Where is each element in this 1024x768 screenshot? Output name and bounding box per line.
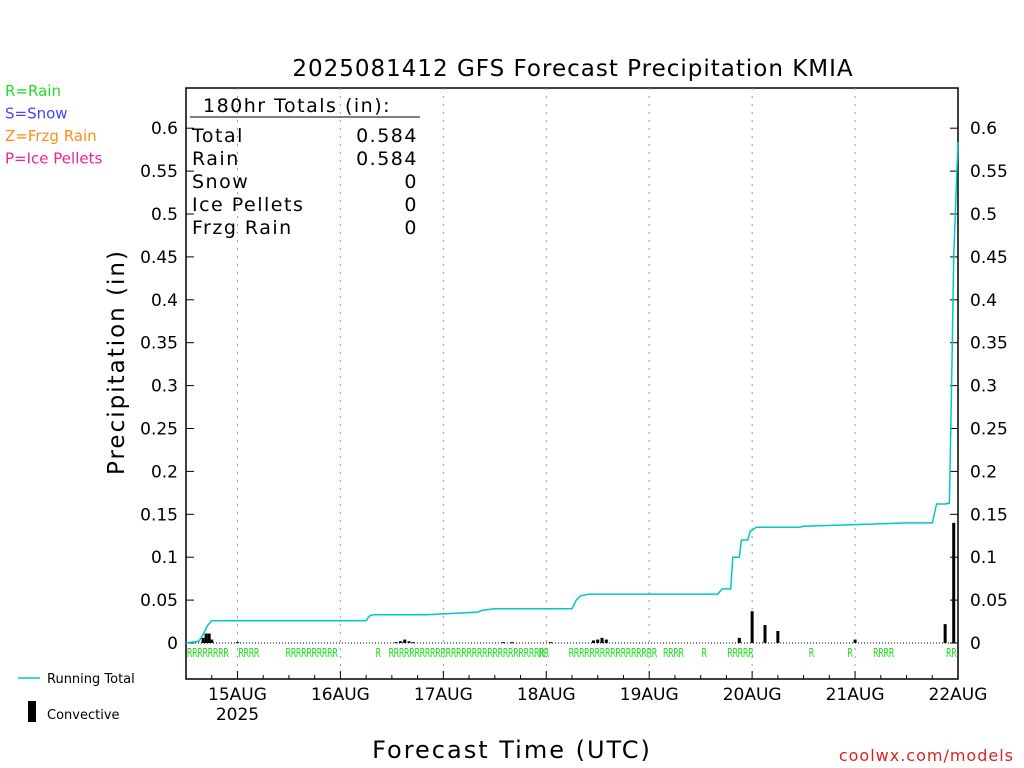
chart-title: 2025081412 GFS Forecast Precipitation KM…	[292, 56, 853, 82]
convective-legend-label: Convective	[47, 708, 120, 723]
y-tick-label-left: 0	[167, 634, 178, 654]
convective-bar	[853, 639, 857, 643]
running-total-legend-label: Running Total	[47, 672, 135, 687]
convective-bar	[604, 639, 608, 643]
y-tick-label-right: 0.55	[970, 162, 1008, 182]
convective-bar	[235, 642, 239, 644]
convective-bar	[943, 624, 947, 643]
y-tick-label-right: 0.45	[970, 248, 1008, 268]
y-tick-label-right: 0.25	[970, 420, 1008, 440]
y-tick-label-left: 0.6	[151, 119, 178, 139]
convective-bar	[600, 637, 604, 643]
x-tick-label: 15AUG	[208, 685, 267, 705]
y-tick-label-right: 0	[970, 634, 981, 654]
totals-row-label: Frzg Rain	[192, 217, 293, 239]
convective-bar	[210, 639, 214, 643]
y-tick-label-right: 0.4	[970, 291, 997, 311]
totals-row-value: 0	[404, 217, 418, 239]
y-tick-label-right: 0.1	[970, 548, 997, 568]
totals-row-value: 0	[404, 171, 418, 193]
totals-row-value: 0	[404, 194, 418, 216]
y-tick-label-right: 0.15	[970, 505, 1008, 525]
x-tick-label: 17AUG	[414, 685, 473, 705]
precip-type-marker: RRRR	[663, 646, 684, 660]
convective-bar	[776, 630, 780, 643]
convective-bar	[407, 641, 411, 643]
y-tick-label-right: 0.3	[970, 377, 997, 397]
precip-type-marker: R	[809, 646, 815, 660]
precip-type-marker: RRRR	[873, 646, 894, 660]
precip-type-marker: R	[376, 646, 382, 660]
convective-bar	[510, 642, 514, 644]
totals-row-label: Snow	[192, 171, 249, 193]
convective-bar	[207, 633, 211, 643]
precip-type-marker: RR	[539, 646, 550, 660]
y-tick-label-left: 0.35	[140, 334, 178, 354]
convective-legend-swatch	[28, 701, 36, 722]
y-axis-label: Precipitation (in)	[104, 249, 130, 475]
convective-bar	[403, 639, 407, 643]
precip-type-legend-item: S=Snow	[5, 105, 68, 123]
precip-type-legend-item: R=Rain	[5, 82, 61, 100]
convective-bar	[549, 642, 553, 644]
precip-type-legend-item: P=Ice Pellets	[5, 150, 102, 168]
y-tick-label-left: 0.1	[151, 548, 178, 568]
y-tick-label-left: 0.05	[140, 591, 178, 611]
precip-type-marker: RR	[946, 646, 957, 660]
x-tick-label: 21AUG	[826, 685, 885, 705]
precip-type-marker: RRRR	[238, 646, 259, 660]
y-tick-label-left: 0.2	[151, 462, 178, 482]
y-tick-label-left: 0.3	[151, 377, 178, 397]
precip-type-marker: RRRRRRRRRRRRRRRRR	[569, 646, 658, 660]
convective-bar	[398, 641, 402, 643]
x-tick-label: 20AUG	[723, 685, 782, 705]
convective-bar	[750, 611, 754, 643]
precip-type-marker: R	[847, 646, 853, 660]
convective-bar	[591, 640, 595, 643]
convective-bar	[952, 522, 956, 643]
totals-heading: 180hr Totals (in):	[203, 95, 391, 117]
convective-bar	[204, 633, 208, 643]
convective-bar	[737, 637, 741, 643]
y-tick-label-left: 0.25	[140, 420, 178, 440]
totals-row-label: Rain	[192, 148, 240, 170]
totals-row-value: 0.584	[356, 125, 418, 147]
y-tick-label-left: 0.15	[140, 505, 178, 525]
y-tick-label-right: 0.6	[970, 119, 997, 139]
x-tick-label: 18AUG	[517, 685, 576, 705]
totals-row-label: Total	[191, 125, 244, 147]
running-total-line	[185, 141, 959, 644]
convective-bar	[394, 642, 398, 644]
totals-row-value: 0.584	[356, 148, 418, 170]
x-tick-label: 22AUG	[929, 685, 988, 705]
y-tick-label-left: 0.5	[151, 205, 178, 225]
x-axis-label: Forecast Time (UTC)	[372, 736, 652, 764]
precip-type-legend-item: Z=Frzg Rain	[5, 127, 97, 145]
precip-type-marker: R	[702, 646, 708, 660]
x-tick-sublabel: 2025	[216, 705, 259, 725]
y-tick-label-left: 0.45	[140, 248, 178, 268]
y-tick-label-right: 0.35	[970, 334, 1008, 354]
convective-bar	[596, 639, 600, 643]
convective-bar	[501, 642, 505, 644]
totals-row-label: Ice Pellets	[192, 194, 304, 216]
x-tick-label: 16AUG	[311, 685, 370, 705]
y-tick-label-right: 0.05	[970, 591, 1008, 611]
precip-type-marker: RRRRRRRRRRRRRRRRRRRRRRRRRRRRRR	[389, 646, 546, 660]
plot-frame	[185, 87, 959, 680]
y-tick-label-right: 0.2	[970, 462, 997, 482]
y-tick-label-left: 0.4	[151, 291, 178, 311]
x-tick-label: 19AUG	[620, 685, 679, 705]
precip-type-marker: RRRRRRRRRR	[286, 646, 339, 660]
watermark: coolwx.com/models	[839, 746, 1014, 765]
convective-bar	[763, 624, 767, 643]
convective-bar	[201, 637, 205, 643]
y-tick-label-left: 0.55	[140, 162, 178, 182]
convective-bar	[411, 642, 415, 644]
precip-type-marker: RRRRR	[727, 646, 754, 660]
precip-type-marker: RRRRRRRR	[187, 646, 229, 660]
y-tick-label-right: 0.5	[970, 205, 997, 225]
